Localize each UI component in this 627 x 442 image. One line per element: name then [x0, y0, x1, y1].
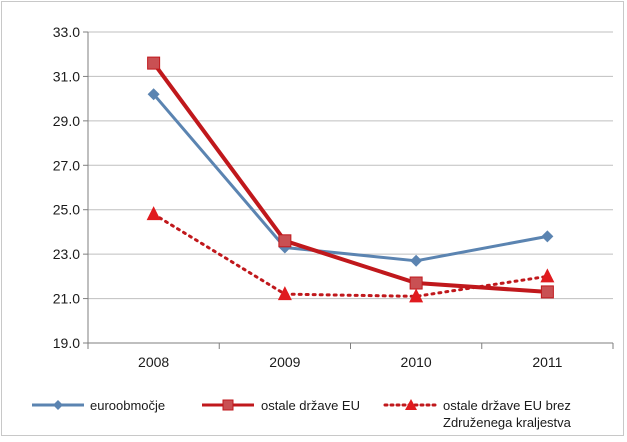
y-tick-label: 29.0: [53, 113, 80, 129]
series-layer: [146, 56, 555, 303]
y-tick-label: 21.0: [53, 291, 80, 307]
series-line: [152, 93, 548, 263]
legend-label: ostale države EU brez: [443, 398, 571, 413]
data-point: [409, 288, 424, 303]
series-0: [147, 88, 554, 267]
y-tick-label: 25.0: [53, 202, 80, 218]
series-line: [152, 212, 549, 298]
y-tick-label: 19.0: [53, 335, 80, 351]
data-point: [540, 285, 554, 299]
y-tick-label: 33.0: [53, 24, 80, 40]
x-tick-label: 2009: [269, 354, 300, 370]
data-point: [540, 268, 555, 283]
legend-item-ostale-drzave-eu: ostale države EU: [202, 398, 360, 413]
y-axis-ticks: 33.0 31.0 29.0 27.0 25.0 23.0 21.0 19.0: [53, 24, 88, 351]
data-point: [278, 234, 292, 248]
data-point: [146, 206, 161, 221]
legend-item-euroobmocje: euroobmočje: [32, 398, 165, 413]
legend-diamond-marker: [53, 400, 63, 410]
data-point: [541, 230, 554, 243]
legend-label-line2: Združenega kraljestva: [443, 415, 572, 430]
x-tick-label: 2011: [532, 354, 562, 370]
legend-triangle-marker: [405, 399, 417, 410]
data-point: [147, 56, 161, 70]
y-tick-label: 31.0: [53, 68, 80, 84]
data-point: [409, 276, 423, 290]
legend-label: euroobmočje: [90, 398, 165, 413]
chart-frame: 33.0 31.0 29.0 27.0 25.0 23.0 21.0 19.0 2008 200…: [1, 1, 624, 436]
series-1: [147, 56, 554, 299]
series-line: [152, 61, 548, 294]
data-point: [277, 286, 292, 301]
grid-lines: [88, 31, 613, 300]
x-axis-ticks: 2008 2009 2010 2011: [87, 343, 614, 370]
legend-item-brez-zk: ostale države EU brez Združenega kraljes…: [383, 398, 572, 430]
y-tick-label: 27.0: [53, 157, 80, 173]
legend-label: ostale države EU: [261, 398, 360, 413]
data-point: [147, 88, 160, 101]
x-tick-label: 2010: [401, 354, 432, 370]
x-tick-label: 2008: [138, 354, 169, 370]
legend: euroobmočje ostale države EU ostale drža…: [32, 398, 572, 430]
series-2: [146, 206, 555, 303]
y-tick-label: 23.0: [53, 246, 80, 262]
legend-square-marker: [222, 399, 234, 411]
line-chart: 33.031.029.027.025.023.021.019.0 2008 200…: [32, 24, 614, 430]
data-point: [410, 254, 423, 267]
